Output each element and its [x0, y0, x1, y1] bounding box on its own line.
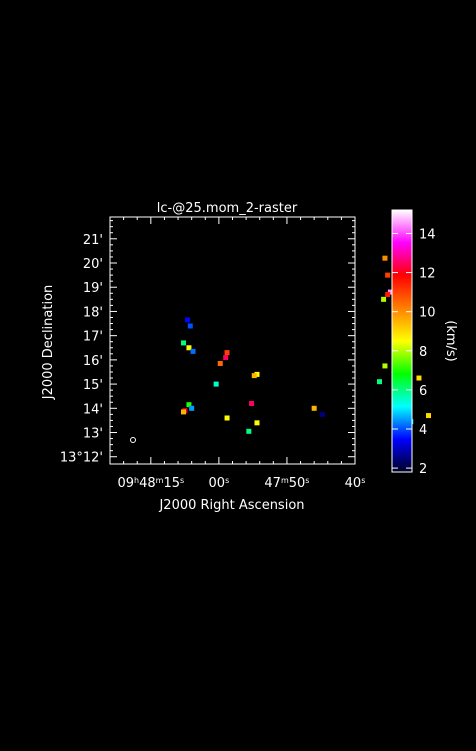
raster-pixel [224, 415, 230, 421]
colorbar-tick-label: 8 [419, 345, 427, 360]
raster-pixel [254, 420, 260, 426]
colorbar-tick-label: 4 [419, 423, 427, 438]
y-tick-label: 15' [83, 378, 103, 393]
y-tick-label: 18' [83, 305, 103, 320]
raster-pixel [319, 411, 325, 417]
y-tick-label: 13°12' [60, 451, 103, 466]
raster-pixel [385, 272, 391, 278]
raster-pixel [190, 348, 196, 354]
x-tick-label: 00s [209, 476, 230, 492]
raster-pixel [249, 400, 255, 406]
raster-pixel [377, 379, 382, 385]
raster-pixel [187, 323, 193, 329]
y-tick-label: 19' [83, 281, 103, 296]
colorbar [392, 210, 412, 472]
x-axis-ticks: 09h48m15s 00s 47m50s 40s [117, 217, 365, 491]
colorbar-tick-label: 12 [419, 267, 436, 282]
y-axis-label: J2000 Declination [41, 285, 56, 401]
plot-frame [109, 216, 356, 465]
x-tick-label: 09h48m15s [117, 476, 184, 492]
y-tick-label: 21' [83, 233, 103, 248]
raster-pixel [223, 354, 229, 360]
y-tick-label: 13' [83, 427, 103, 442]
colorbar-ticks: 2 4 6 8 10 12 14 [392, 227, 436, 477]
raster-pixel [224, 350, 230, 356]
y-axis-ticks: 13°12' 13' 14' 15' 16' 17' 18' 19' 20' 21' [60, 220, 355, 466]
raster-pixel [213, 381, 219, 387]
raster-pixel [416, 375, 422, 381]
x-axis-label: J2000 Right Ascension [158, 498, 304, 513]
raster-pixel [186, 345, 192, 351]
y-tick-label: 17' [83, 330, 103, 345]
raster-pixel [185, 317, 191, 323]
raster-pixel [181, 409, 186, 415]
colorbar-label: (km/s) [443, 320, 458, 362]
beam-ellipse [130, 437, 136, 443]
y-tick-label: 16' [83, 354, 103, 369]
raster-pixel [382, 363, 388, 369]
raster-pixel [311, 405, 317, 411]
raster-pixel [426, 413, 431, 419]
raster-pixel [385, 291, 391, 297]
colorbar-tick-label: 2 [419, 462, 427, 477]
x-tick-label: 40s [345, 476, 366, 492]
raster-pixel [189, 405, 195, 411]
raster-pixel [181, 340, 186, 346]
raster-pixel [217, 361, 223, 367]
colorbar-frame [391, 209, 413, 473]
raster-pixel [186, 402, 192, 408]
y-tick-label: 14' [83, 402, 103, 417]
raster-pixel [382, 255, 388, 261]
colorbar-tick-label: 10 [419, 306, 436, 321]
x-tick-label: 47m50s [264, 476, 309, 492]
raster-pixel [246, 428, 252, 434]
colorbar-tick-label: 14 [419, 227, 436, 242]
raster-pixel [254, 371, 260, 377]
raster-pixel [387, 289, 393, 295]
colorbar-tick-label: 6 [419, 384, 427, 399]
raster-pixel [381, 296, 387, 302]
raster-pixel [251, 373, 257, 379]
chart-title: lc-@25.mom_2-raster [157, 201, 298, 216]
y-tick-label: 20' [83, 257, 103, 272]
